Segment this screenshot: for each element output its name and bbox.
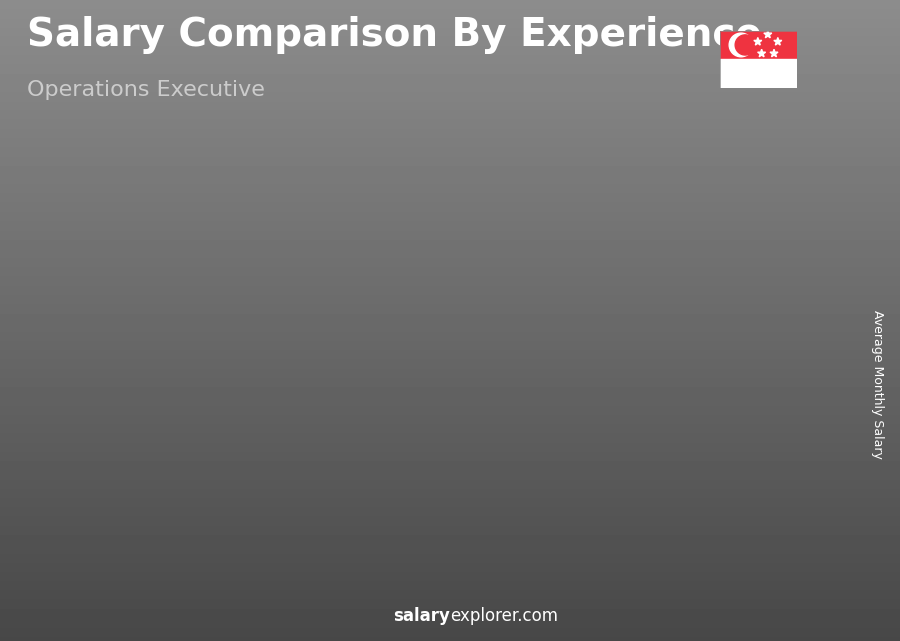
Circle shape [735,35,755,55]
Text: +6%: +6% [650,195,710,219]
Polygon shape [699,264,773,577]
Text: explorer.com: explorer.com [450,607,558,625]
Polygon shape [134,431,146,577]
Polygon shape [316,340,401,351]
Polygon shape [572,284,645,577]
Text: 10,200 SGD: 10,200 SGD [92,390,183,404]
Polygon shape [444,302,529,313]
Polygon shape [60,431,146,442]
Text: +32%: +32% [258,281,335,306]
Bar [720,60,796,88]
Polygon shape [390,340,401,577]
Text: Salary Comparison By Experience: Salary Comparison By Experience [27,16,761,54]
Circle shape [729,33,753,57]
Polygon shape [188,395,274,406]
Text: salary: salary [393,607,450,625]
Polygon shape [774,37,782,45]
Text: Average Monthly Salary: Average Monthly Salary [871,310,884,459]
Text: 15,800 SGD: 15,800 SGD [347,296,438,311]
Polygon shape [572,274,657,284]
Bar [720,31,796,60]
Polygon shape [262,395,274,577]
Polygon shape [645,274,657,577]
Polygon shape [518,302,529,577]
Polygon shape [444,313,518,577]
Text: +26%: +26% [131,337,207,361]
Polygon shape [699,253,785,264]
Polygon shape [764,30,772,38]
Polygon shape [754,37,761,45]
Polygon shape [316,351,390,577]
Polygon shape [188,406,262,577]
Text: 18,700 SGD: 18,700 SGD [603,247,694,262]
Polygon shape [60,442,134,577]
Text: Operations Executive: Operations Executive [27,80,265,100]
Text: 17,500 SGD: 17,500 SGD [475,267,566,282]
Polygon shape [773,253,785,577]
Polygon shape [770,49,778,57]
Polygon shape [758,49,766,57]
Text: +18%: +18% [386,243,463,267]
Text: 13,500 SGD: 13,500 SGD [220,334,310,349]
Text: +11%: +11% [514,215,590,238]
Text: 8,090 SGD: 8,090 SGD [0,425,55,440]
